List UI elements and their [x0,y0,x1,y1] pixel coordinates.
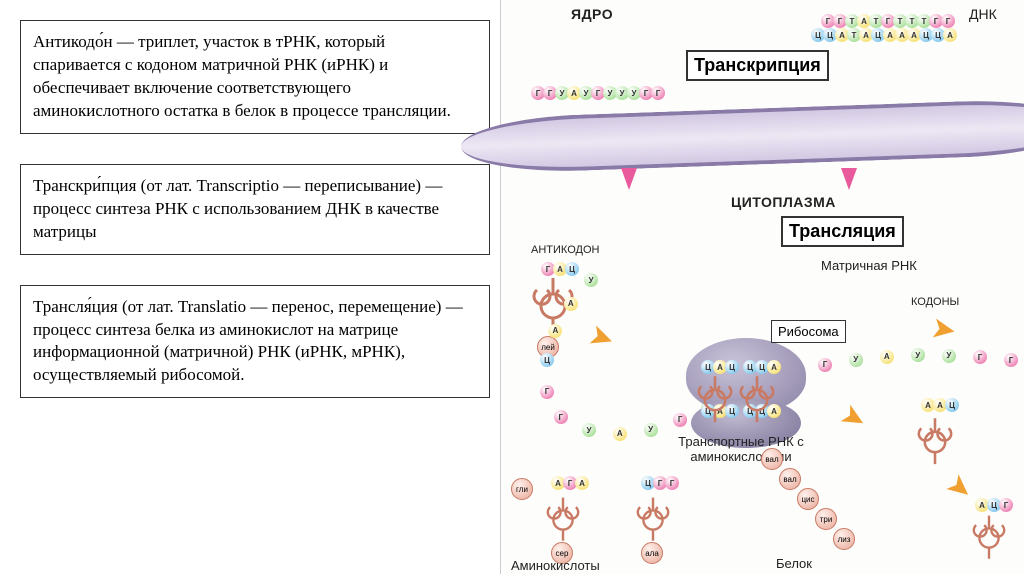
arrow-export-1 [621,168,637,190]
dna-bottom-strand: ЦЦАТАЦАААЦЦА [811,28,955,46]
arrow-trna-out-1: ➤ [834,396,873,439]
aa-trp: три [815,508,837,530]
aa-val-1: вал [761,448,783,470]
trna-ser [545,496,580,544]
box-transcription: Транскрипция [686,50,829,81]
trna-in-ribosome-2 [738,375,775,426]
label-mrna: Матричная РНК [821,258,917,273]
mrna-nucleus-strand: ГГУАУГУУУГГ [531,86,663,104]
label-protein: Белок [776,556,812,571]
label-anticodon: АНТИКОДОН [531,244,599,256]
label-dna: ДНК [969,6,997,22]
label-cytoplasm: ЦИТОПЛАЗМА [731,194,836,210]
aa-ala: ала [641,542,663,564]
term-translation: Трансля́ция [33,297,118,316]
aa-cys: цис [797,488,819,510]
aa-gly: гли [511,478,533,500]
aa-val-2: вал [779,468,801,490]
arrow-mrna-dir: ➤ [928,310,959,349]
trna-in-ribosome-1 [696,375,733,426]
label-translation: Трансляция [789,221,896,241]
term-transcription: Транскри́пция [33,176,136,195]
term-anticodon: Антикодо́н [33,32,113,51]
diagram-panel: ЯДРО ДНК ГГТАТГТТТГГ ЦЦАТАЦАААЦЦА Транск… [500,0,1024,574]
label-ribosome-box: Рибосома [771,320,846,343]
label-nucleus: ЯДРО [571,6,613,22]
triplet-aga: АГА [551,476,587,494]
aa-lys: лиз [833,528,855,550]
arrow-trna-in: ➤ [584,317,620,358]
trna-out-1 [916,417,953,468]
triplet-aac: ААЦ [921,398,957,416]
trna-ala [635,496,670,544]
triplet-cgg: ЦГГ [641,476,677,494]
label-transcription: Транскрипция [694,55,821,75]
trna-out-2 [971,514,1006,562]
nuclear-membrane [460,97,1024,175]
label-ribosome: Рибосома [778,324,839,339]
label-trna-aa: Транспортные РНК с аминокислотами [656,434,826,464]
box-translation: Трансляция [781,216,904,247]
definition-anticodon: Антикодо́н — триплет, участок в тРНК, ко… [20,20,490,134]
definitions-column: Антикодо́н — триплет, участок в тРНК, ко… [0,0,500,574]
arrow-export-2 [841,168,857,190]
definition-transcription: Транскри́пция (от лат. Transcriptio — пе… [20,164,490,255]
definition-translation: Трансля́ция (от лат. Translatio — перено… [20,285,490,399]
label-codons: КОДОНЫ [911,296,959,308]
label-aminoacids: Аминокислоты [511,558,600,573]
